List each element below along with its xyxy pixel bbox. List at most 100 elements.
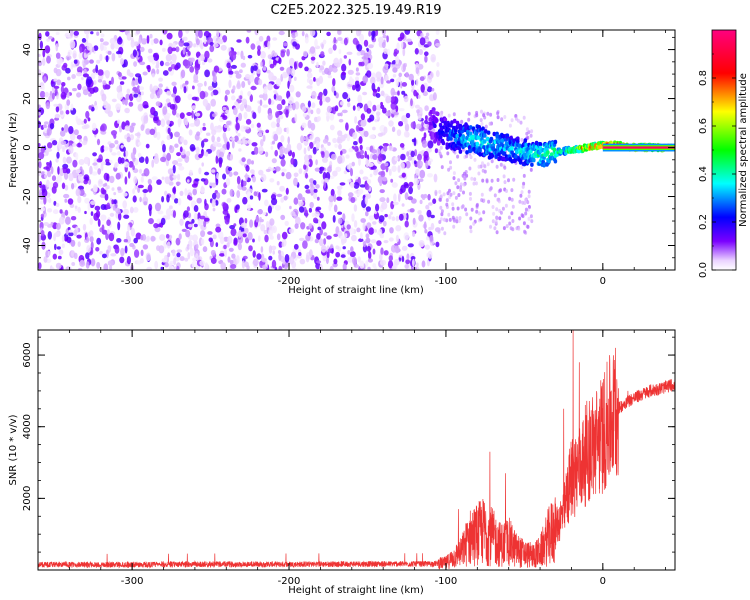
noise-cell xyxy=(388,145,394,152)
noise-cell xyxy=(133,61,138,67)
noise-cell xyxy=(316,260,322,264)
noise-cell xyxy=(369,173,373,178)
noise-cell xyxy=(225,178,231,186)
noise-cell xyxy=(123,152,126,157)
noise-cell xyxy=(104,193,109,201)
noise-cell xyxy=(402,245,408,251)
noise-cell xyxy=(120,144,125,149)
noise-cell xyxy=(390,211,393,215)
noise-cell xyxy=(337,217,343,225)
noise-cell xyxy=(88,231,91,238)
noise-cell xyxy=(310,122,316,131)
noise-cell xyxy=(358,238,364,243)
noise-cell xyxy=(58,216,65,225)
noise-cell xyxy=(42,57,46,66)
noise-cell xyxy=(40,230,45,237)
noise-cell xyxy=(43,76,47,84)
noise-cell xyxy=(211,199,216,208)
noise-cell xyxy=(227,235,233,244)
noise-cell xyxy=(335,251,341,258)
noise-cell xyxy=(176,162,183,167)
noise-cell xyxy=(84,197,90,204)
noise-cell xyxy=(100,214,107,221)
signal-cell xyxy=(500,138,505,143)
noise-cell xyxy=(315,206,322,211)
signal-cell xyxy=(532,158,536,163)
noise-cell xyxy=(294,113,298,123)
noise-cell xyxy=(276,193,283,198)
noise-cell xyxy=(262,66,267,71)
noise-cell xyxy=(431,57,435,61)
noise-cell xyxy=(322,39,327,45)
noise-cell xyxy=(271,245,277,251)
signal-cell xyxy=(522,152,527,158)
noise-cell xyxy=(418,178,424,182)
colorbar-tick-label: 0.4 xyxy=(698,166,709,182)
noise-cell xyxy=(452,218,456,223)
noise-cell xyxy=(139,46,145,53)
noise-cell xyxy=(78,159,85,166)
noise-cell xyxy=(210,257,217,265)
noise-cell xyxy=(284,254,290,263)
noise-cell xyxy=(54,88,58,96)
noise-cell xyxy=(66,99,71,106)
noise-cell xyxy=(508,221,512,226)
noise-cell xyxy=(167,90,172,96)
noise-cell xyxy=(458,216,462,220)
noise-cell xyxy=(61,167,68,174)
noise-cell xyxy=(169,205,173,210)
noise-cell xyxy=(317,218,321,227)
noise-cell xyxy=(333,37,337,44)
noise-cell xyxy=(285,171,292,180)
noise-cell xyxy=(55,106,60,113)
noise-cell xyxy=(439,145,443,150)
noise-cell xyxy=(140,249,144,256)
noise-cell xyxy=(419,76,425,82)
noise-cell xyxy=(71,74,76,79)
noise-cell xyxy=(378,36,384,44)
colorbar-gradient xyxy=(711,29,737,271)
noise-cell xyxy=(93,45,99,51)
noise-cell xyxy=(268,255,273,261)
noise-cell xyxy=(378,215,385,223)
noise-cell xyxy=(498,216,502,221)
noise-cell xyxy=(106,219,111,226)
noise-cell xyxy=(388,214,392,220)
noise-cell xyxy=(325,96,331,103)
noise-cell xyxy=(350,181,355,189)
signal-cell xyxy=(475,141,480,147)
noise-cell xyxy=(180,69,186,79)
noise-cell xyxy=(185,80,189,85)
noise-cell xyxy=(116,91,124,101)
noise-cell xyxy=(381,201,388,210)
noise-cell xyxy=(55,157,59,163)
noise-cell xyxy=(400,184,406,193)
noise-cell xyxy=(308,223,313,229)
noise-cell xyxy=(321,151,325,158)
noise-cell xyxy=(195,38,200,46)
noise-cell xyxy=(361,118,367,127)
noise-cell xyxy=(220,44,227,51)
colorbar-label: Normalized spectral amplitude xyxy=(738,73,749,227)
noise-cell xyxy=(510,188,514,193)
noise-cell xyxy=(323,150,330,159)
noise-cell xyxy=(511,227,515,232)
noise-cell xyxy=(377,231,382,235)
noise-cell xyxy=(269,167,276,171)
noise-cell xyxy=(175,237,181,246)
noise-cell xyxy=(518,216,522,221)
x-tick-label: 0 xyxy=(600,276,606,287)
noise-cell xyxy=(187,93,193,101)
noise-cell xyxy=(257,146,264,155)
noise-cell xyxy=(286,143,292,152)
noise-cell xyxy=(425,160,429,169)
noise-cell xyxy=(207,58,213,63)
noise-cell xyxy=(96,138,101,146)
noise-cell xyxy=(457,178,461,183)
noise-cell xyxy=(396,129,402,137)
noise-cell xyxy=(281,231,288,240)
noise-cell xyxy=(386,48,391,56)
signal-band-core xyxy=(602,146,675,149)
noise-cell xyxy=(100,204,107,210)
signal-cell xyxy=(497,152,501,157)
